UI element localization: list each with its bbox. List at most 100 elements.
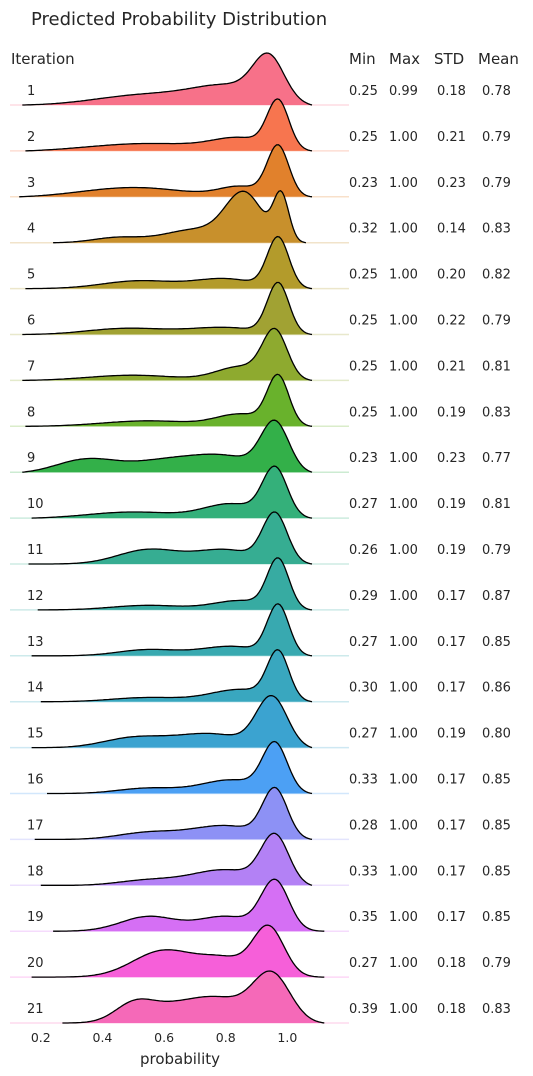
mean-value-8: 0.83 (482, 405, 511, 420)
max-value-8: 1.00 (389, 405, 418, 420)
max-value-13: 1.00 (389, 635, 418, 650)
std-value-10: 0.19 (437, 497, 466, 512)
mean-value-11: 0.79 (482, 543, 511, 558)
mean-value-4: 0.83 (482, 222, 511, 237)
std-value-9: 0.23 (437, 451, 466, 466)
density-outline-5 (25, 235, 313, 290)
max-value-15: 1.00 (389, 727, 418, 742)
min-value-18: 0.33 (349, 864, 378, 879)
min-column-header: Min (349, 50, 376, 68)
min-value-13: 0.27 (349, 635, 378, 650)
min-value-12: 0.29 (349, 589, 378, 604)
max-value-7: 1.00 (389, 359, 418, 374)
std-value-7: 0.21 (437, 359, 466, 374)
max-value-16: 1.00 (389, 773, 418, 788)
std-value-2: 0.21 (437, 130, 466, 145)
mean-value-1: 0.78 (482, 84, 511, 99)
max-value-17: 1.00 (389, 818, 418, 833)
min-value-2: 0.25 (349, 130, 378, 145)
max-value-20: 1.00 (389, 956, 418, 971)
density-area-14 (40, 649, 313, 702)
min-value-8: 0.25 (349, 405, 378, 420)
mean-value-21: 0.83 (482, 1002, 511, 1017)
ridge-row-2: 2 0.25 1.00 0.21 0.79 (10, 98, 511, 152)
ridge-row-9: 9 0.23 1.00 0.23 0.77 (10, 419, 511, 473)
mean-value-17: 0.85 (482, 818, 511, 833)
density-outline-8 (25, 373, 313, 427)
density-area-19 (53, 879, 325, 932)
ridge-row-19: 19 0.35 1.00 0.17 0.85 (10, 878, 511, 932)
density-outline-4 (53, 189, 307, 244)
std-value-8: 0.19 (437, 405, 466, 420)
density-area-10 (31, 466, 312, 519)
x-tick-label: 0.8 (216, 1030, 236, 1045)
density-outline-18 (40, 832, 313, 886)
min-value-1: 0.25 (349, 84, 378, 99)
density-outline-15 (31, 694, 313, 749)
std-value-6: 0.22 (437, 314, 466, 329)
ridge-row-7: 7 0.25 1.00 0.21 0.81 (10, 327, 511, 382)
mean-value-20: 0.79 (482, 956, 511, 971)
mean-value-14: 0.86 (482, 681, 511, 696)
std-value-12: 0.17 (437, 589, 466, 604)
ridge-row-17: 17 0.28 1.00 0.17 0.85 (10, 786, 511, 841)
std-column-header: STD (434, 50, 464, 68)
mean-value-13: 0.85 (482, 635, 511, 650)
density-outline-6 (22, 281, 313, 336)
iteration-label-14: 14 (27, 681, 44, 696)
ridge-row-15: 15 0.27 1.00 0.19 0.80 (10, 694, 511, 749)
max-value-1: 0.99 (389, 84, 418, 99)
max-value-2: 1.00 (389, 130, 418, 145)
std-value-18: 0.17 (437, 864, 466, 879)
iteration-label-21: 21 (27, 1002, 44, 1017)
density-outline-1 (22, 52, 313, 106)
density-area-18 (40, 833, 313, 886)
std-value-14: 0.17 (437, 681, 466, 696)
ridge-row-16: 16 0.33 1.00 0.17 0.85 (10, 740, 511, 795)
iteration-label-16: 16 (27, 773, 44, 788)
min-value-4: 0.32 (349, 222, 378, 237)
mean-value-7: 0.81 (482, 359, 511, 374)
max-value-3: 1.00 (389, 176, 418, 191)
density-area-15 (31, 695, 312, 748)
ridge-row-11: 11 0.26 1.00 0.19 0.79 (10, 511, 511, 565)
max-value-14: 1.00 (389, 681, 418, 696)
std-value-21: 0.18 (437, 1002, 466, 1017)
max-value-10: 1.00 (389, 497, 418, 512)
x-tick-label: 1.0 (277, 1030, 297, 1045)
mean-value-19: 0.85 (482, 910, 511, 925)
ridge-row-18: 18 0.33 1.00 0.17 0.85 (10, 832, 511, 887)
iteration-label-1: 1 (27, 84, 35, 99)
density-outline-7 (22, 327, 313, 382)
mean-value-2: 0.79 (482, 130, 511, 145)
min-value-5: 0.25 (349, 268, 378, 283)
density-outline-17 (34, 786, 313, 841)
min-value-11: 0.26 (349, 543, 378, 558)
mean-column-header: Mean (478, 50, 519, 68)
mean-value-9: 0.77 (482, 451, 511, 466)
density-outline-20 (31, 924, 325, 978)
std-value-3: 0.23 (437, 176, 466, 191)
max-value-18: 1.00 (389, 864, 418, 879)
density-outline-10 (31, 465, 313, 519)
x-axis-label: probability (140, 1050, 220, 1068)
iteration-label-6: 6 (27, 314, 35, 329)
density-area-1 (22, 53, 313, 105)
density-outline-9 (22, 419, 313, 473)
min-value-21: 0.39 (349, 1002, 378, 1017)
ridge-row-1: 1 0.25 0.99 0.18 0.78 (10, 52, 511, 106)
iteration-label-9: 9 (27, 451, 35, 466)
std-value-4: 0.14 (437, 222, 466, 237)
density-outline-14 (40, 649, 313, 703)
ridge-row-21: 21 0.39 1.00 0.18 0.83 (10, 970, 511, 1024)
ridge-row-12: 12 0.29 1.00 0.17 0.87 (10, 557, 511, 611)
std-value-17: 0.17 (437, 818, 466, 833)
density-outline-19 (53, 878, 325, 932)
density-area-21 (62, 971, 325, 1023)
iteration-label-12: 12 (27, 589, 44, 604)
max-value-11: 1.00 (389, 543, 418, 558)
mean-value-15: 0.80 (482, 727, 511, 742)
ridge-row-6: 6 0.25 1.00 0.22 0.79 (10, 281, 511, 336)
max-value-19: 1.00 (389, 910, 418, 925)
std-value-13: 0.17 (437, 635, 466, 650)
